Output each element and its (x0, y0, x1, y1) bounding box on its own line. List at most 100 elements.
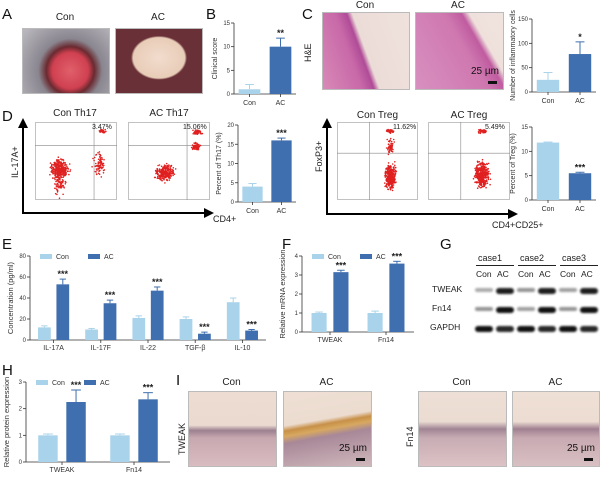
event-dot (97, 172, 100, 175)
ihc-fn14-con (418, 391, 507, 467)
significance-marker: ** (277, 28, 285, 38)
th17-x-axis-label: CD4+ (213, 214, 237, 224)
bar-ac (333, 272, 349, 332)
th17-con-percent: 3.47% (92, 124, 112, 131)
blot-lane-label: AC (581, 269, 593, 279)
event-dot (384, 176, 387, 178)
event-dot (476, 164, 478, 167)
event-dot (387, 162, 390, 164)
event-dot (62, 173, 64, 175)
event-dot (389, 148, 392, 150)
event-dot (489, 178, 492, 181)
event-dot (485, 181, 487, 183)
ihc-fn14-ac: 25 µm (512, 391, 600, 467)
event-dot (68, 163, 71, 165)
event-dot (479, 174, 482, 176)
event-dot (193, 131, 196, 134)
significance-marker: *** (58, 269, 69, 279)
event-dot (101, 158, 103, 160)
event-dot (102, 129, 104, 132)
event-dot (60, 166, 63, 169)
event-dot (390, 142, 392, 145)
bar-con (311, 313, 327, 332)
event-dot (157, 177, 160, 180)
event-dot (59, 174, 61, 177)
event-dot (59, 162, 61, 165)
event-dot (158, 168, 161, 170)
x-tick-label: AC (277, 208, 287, 215)
event-dot (386, 167, 388, 169)
event-dot (61, 181, 64, 184)
x-tick-label: AC (276, 100, 286, 107)
event-dot (389, 186, 391, 188)
event-dot (163, 169, 165, 171)
event-dot (393, 178, 395, 181)
event-dot (478, 186, 481, 188)
y-tick-label: 3 (19, 380, 23, 386)
bar-con (242, 186, 263, 202)
event-dot (163, 164, 166, 166)
event-dot (154, 176, 157, 179)
significance-marker: *** (336, 260, 347, 270)
event-dot (69, 169, 72, 171)
event-dot (483, 166, 485, 168)
y-tick-label: 80 (19, 254, 26, 260)
event-dot (99, 160, 101, 162)
event-dot (69, 170, 71, 173)
event-dot (487, 173, 490, 175)
legend-label-con: Con (52, 380, 65, 387)
y-tick-label: 60 (19, 275, 26, 281)
event-dot (391, 145, 393, 148)
photo-con-eye (22, 28, 110, 94)
y-tick-label: 0 (227, 92, 231, 98)
blot-band (496, 288, 514, 294)
bar-ac (198, 333, 211, 340)
event-dot (488, 170, 490, 173)
bar-ac (568, 54, 592, 92)
x-tick-label: Con (246, 208, 259, 215)
bar-con (38, 327, 51, 340)
event-dot (391, 182, 393, 184)
legend-swatch-con (36, 380, 48, 385)
event-dot (392, 143, 394, 145)
event-dot (54, 168, 57, 170)
treg-con-title: Con Treg (356, 110, 399, 121)
bar-ac (271, 140, 292, 202)
event-dot (386, 175, 388, 177)
event-dot (96, 164, 99, 167)
event-dot (162, 174, 164, 177)
bar-ac (66, 402, 86, 462)
event-dot (105, 130, 107, 133)
event-dot (387, 153, 390, 156)
y-tick-label: 0 (525, 198, 529, 204)
event-dot (483, 167, 486, 170)
event-dot (392, 170, 394, 173)
event-dot (100, 166, 102, 169)
event-dot (59, 164, 61, 167)
y-tick-label: 50 (521, 66, 528, 72)
event-dot (194, 141, 197, 144)
x-tick-label: IL-17F (91, 345, 111, 352)
x-tick-label: TWEAK (318, 337, 343, 344)
event-dot (170, 164, 173, 167)
event-dot (394, 166, 397, 169)
event-dot (483, 131, 486, 133)
event-dot (93, 159, 95, 162)
event-dot (51, 177, 54, 179)
event-dot (101, 156, 103, 159)
event-dot (164, 169, 167, 171)
y-tick-label: 0 (295, 330, 299, 336)
event-dot (53, 172, 55, 175)
event-dot (485, 186, 487, 189)
panel-label-e: E (2, 236, 13, 253)
event-dot (389, 187, 392, 190)
event-dot (61, 159, 63, 161)
blot-case-label: case2 (520, 253, 545, 263)
blot-band (538, 307, 556, 313)
event-dot (172, 167, 175, 169)
event-dot (98, 153, 101, 155)
event-dot (480, 129, 482, 131)
event-dot (193, 146, 195, 148)
event-dot (485, 166, 487, 169)
bar-con (38, 435, 58, 462)
